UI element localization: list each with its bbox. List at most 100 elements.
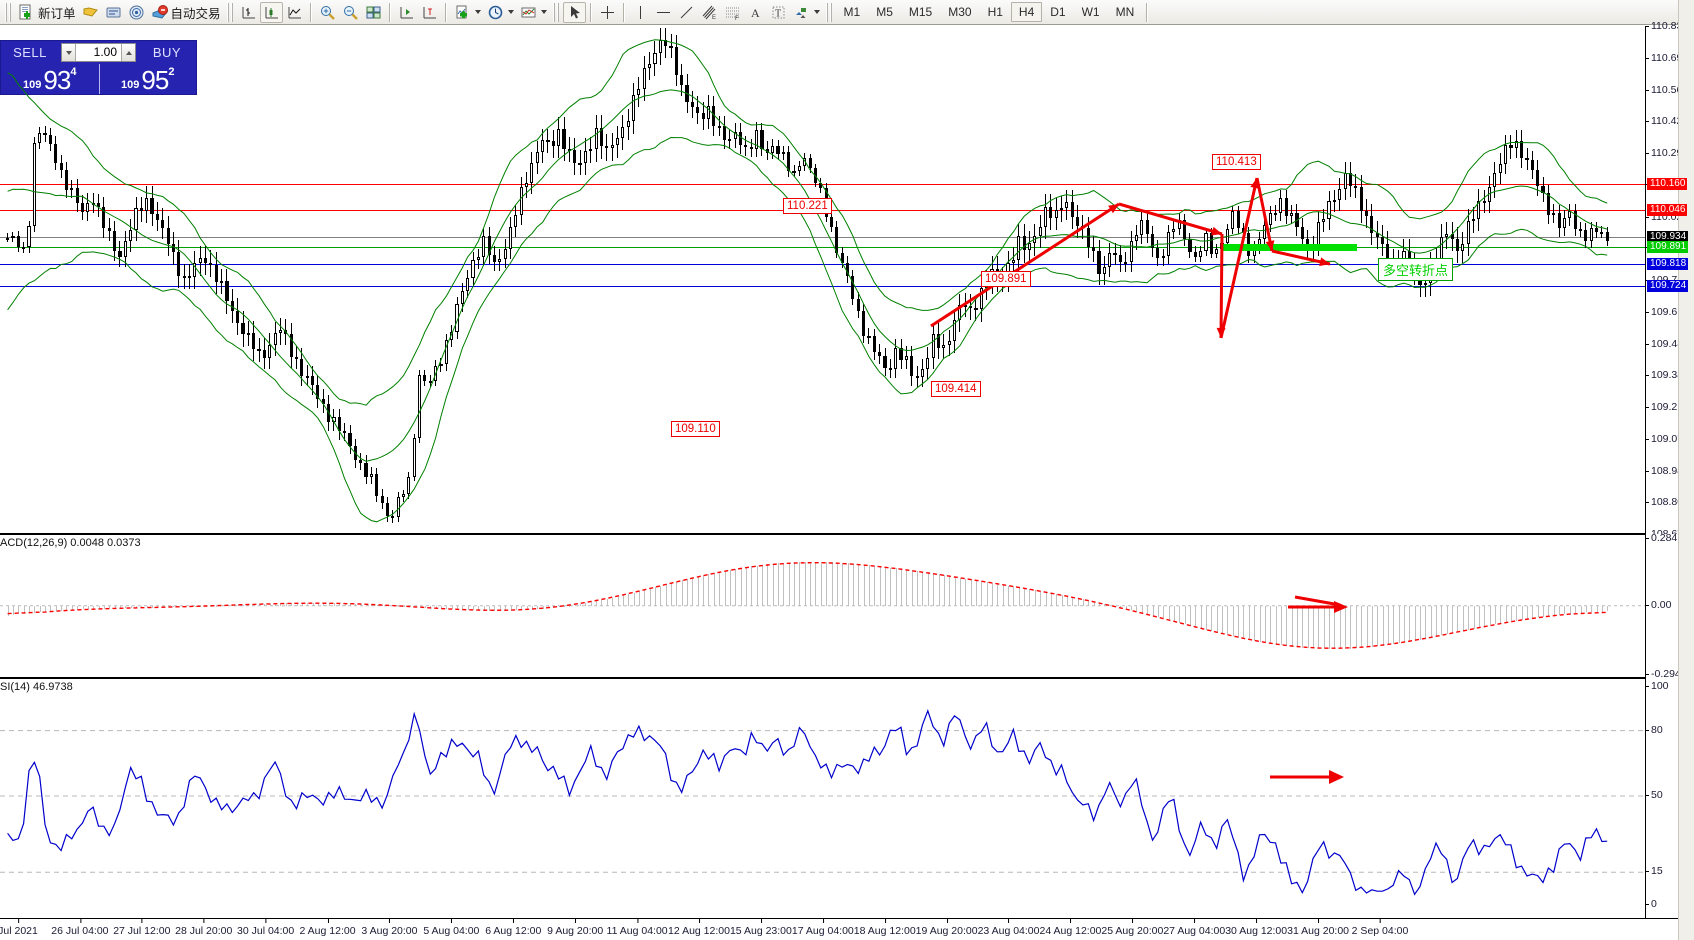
fibonacci-button[interactable]: F: [721, 2, 744, 23]
price-level-line[interactable]: [0, 286, 1645, 288]
tile-windows-button[interactable]: [362, 2, 385, 23]
price-level-label[interactable]: 109.934: [1647, 230, 1689, 243]
auto-trading-button[interactable]: 自动交易: [148, 2, 224, 23]
new-order-button[interactable]: 新订单: [15, 2, 79, 23]
time-axis[interactable]: Jul 2021 26 Jul 04:00 27 Jul 12:00 28 Jul 2…: [0, 918, 1694, 940]
zigzag-segment: [1118, 202, 1223, 236]
price-chart-pane[interactable]: 110.413110.221109.891109.414109.110108.7…: [0, 26, 1645, 534]
rsi-plot-area[interactable]: [0, 679, 1645, 918]
sell-button[interactable]: 109 93 4: [1, 64, 99, 94]
candle-body: [878, 351, 882, 357]
volume-stepper[interactable]: 1.00: [61, 43, 136, 62]
line-chart-button[interactable]: [283, 2, 306, 23]
chevron-down-icon-2[interactable]: [507, 10, 514, 14]
toolbar-grip-3[interactable]: [552, 2, 560, 22]
price-level-label[interactable]: 110.046: [1647, 204, 1688, 217]
tab-timeframe-m30[interactable]: M30: [948, 5, 972, 19]
zigzag-annotation-overlay[interactable]: [0, 26, 1645, 533]
chart-shift-button[interactable]: [395, 2, 418, 23]
price-level-line[interactable]: [0, 264, 1645, 265]
toolbar-grip[interactable]: [5, 2, 12, 22]
tab-timeframe-m1[interactable]: M1: [843, 5, 861, 19]
crosshair-button[interactable]: [596, 2, 619, 23]
macd-histogram-bar: [478, 605, 480, 611]
price-level-line[interactable]: [0, 183, 1645, 185]
price-annotation-tag[interactable]: 109.110: [671, 421, 720, 437]
macd-plot-area[interactable]: [0, 535, 1645, 677]
tab-timeframe-m15[interactable]: M15: [908, 5, 933, 19]
price-plot-area[interactable]: 110.413110.221109.891109.414109.110108.7…: [0, 26, 1645, 533]
toolbar-grip-4[interactable]: [825, 2, 833, 22]
price-annotation-tag[interactable]: 109.414: [931, 381, 981, 397]
channel-button[interactable]: E: [698, 2, 721, 23]
macd-histogram-bar: [446, 605, 448, 609]
tab-timeframe-w1[interactable]: W1: [1081, 5, 1100, 19]
shapes-button[interactable]: [790, 2, 823, 23]
candle-body: [851, 276, 855, 299]
support-zone-highlight[interactable]: [1222, 243, 1357, 251]
price-level-label[interactable]: 109.818: [1647, 258, 1689, 270]
macd-histogram-bar: [1345, 605, 1347, 649]
candle-body: [963, 305, 967, 308]
price-level-line[interactable]: [0, 246, 1645, 248]
price-level-line[interactable]: [0, 236, 1645, 238]
templates-button[interactable]: [517, 2, 550, 23]
chevron-down-icon-3[interactable]: [540, 10, 547, 14]
auto-scroll-button[interactable]: [418, 2, 441, 23]
text-a-icon: A: [747, 4, 764, 21]
macd-histogram-bar: [1179, 605, 1181, 623]
rsi-pane[interactable]: SI(14) 46.9738: [0, 678, 1645, 918]
macd-histogram-bar: [1120, 605, 1122, 608]
chart-note-box[interactable]: 多空转折点: [1378, 258, 1454, 281]
candle-body: [230, 301, 234, 311]
volume-increment-button[interactable]: [121, 44, 135, 61]
expert-folder-button[interactable]: [79, 2, 102, 23]
horizontal-line-button[interactable]: [652, 2, 675, 23]
mql-terminal-button[interactable]: [102, 2, 125, 23]
price-annotation-tag[interactable]: 109.891: [981, 271, 1031, 287]
volume-decrement-button[interactable]: [62, 44, 76, 61]
chevron-down-icon-4[interactable]: [813, 10, 820, 14]
price-level-label[interactable]: 109.724: [1647, 280, 1689, 293]
candle-body: [102, 207, 106, 229]
macd-trend-arrow-1[interactable]: [1294, 595, 1341, 607]
zoom-in-button[interactable]: [316, 2, 339, 23]
signals-button[interactable]: [125, 2, 148, 23]
tab-timeframe-h1[interactable]: H1: [987, 5, 1003, 19]
price-annotation-tag[interactable]: 110.413: [1212, 154, 1261, 170]
bar-chart-button[interactable]: [237, 2, 260, 23]
indicators-button[interactable]: [451, 2, 484, 23]
candle-body: [1525, 157, 1529, 161]
candle-body: [1129, 240, 1133, 263]
one-click-trading-panel[interactable]: SELL 1.00 BUY 109 93 4 109 95 2: [0, 40, 197, 95]
right-gutter[interactable]: [1678, 0, 1694, 940]
rsi-axis-tick: 0: [1646, 898, 1694, 910]
chevron-down-icon[interactable]: [474, 10, 481, 14]
text-label-button[interactable]: A: [744, 2, 767, 23]
tab-timeframe-h4[interactable]: H4: [1010, 2, 1043, 22]
vertical-line-button[interactable]: [629, 2, 652, 23]
trendline-button[interactable]: [675, 2, 698, 23]
buy-label[interactable]: BUY: [152, 45, 182, 60]
tab-timeframe-mn[interactable]: MN: [1115, 5, 1135, 19]
macd-histogram-bar: [965, 578, 967, 606]
toolbar-grip-2[interactable]: [226, 2, 234, 22]
macd-histogram-bar: [1462, 605, 1464, 631]
text-box-button[interactable]: T: [767, 2, 790, 23]
volume-value[interactable]: 1.00: [93, 45, 117, 59]
macd-pane[interactable]: ACD(12,26,9) 0.0048 0.0373: [0, 534, 1645, 678]
tab-timeframe-d1[interactable]: D1: [1050, 5, 1066, 19]
macd-histogram-bar: [1018, 587, 1020, 606]
periods-button[interactable]: [484, 2, 517, 23]
buy-button[interactable]: 109 95 2: [98, 64, 197, 94]
price-level-label[interactable]: 110.160: [1647, 177, 1688, 190]
macd-histogram-bar: [596, 600, 598, 606]
sell-label[interactable]: SELL: [13, 45, 47, 60]
price-level-label[interactable]: 109.891: [1647, 240, 1689, 253]
zoom-out-button[interactable]: [339, 2, 362, 23]
cursor-button[interactable]: [562, 1, 586, 23]
candlestick-chart-button[interactable]: [259, 1, 283, 23]
candle-wick: [7, 233, 9, 242]
tab-timeframe-m5[interactable]: M5: [876, 5, 893, 19]
price-annotation-tag[interactable]: 110.221: [783, 198, 832, 214]
